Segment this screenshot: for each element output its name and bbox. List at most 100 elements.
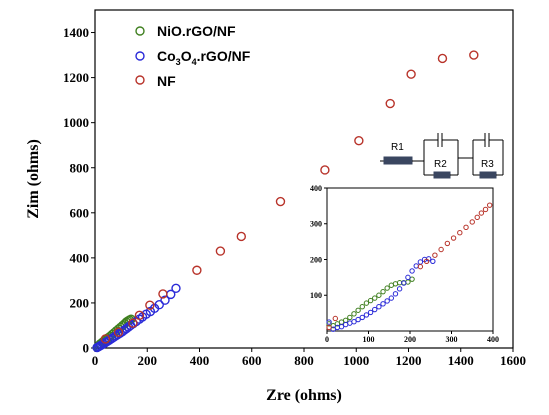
inset-point-nf (332, 315, 338, 322)
y-tick-label: 400 (70, 250, 90, 265)
inset-point-nf (457, 229, 463, 236)
inset-point-nio-rgo-nf (355, 307, 361, 313)
inset-x-tick-label: 300 (446, 335, 458, 344)
main-data-points (92, 50, 479, 353)
x-axis-label: Zre (ohms) (266, 387, 342, 404)
point-nf (385, 98, 395, 109)
inset-point-nf (478, 210, 485, 216)
resistor-r1 (383, 156, 413, 165)
resistor-r3 (479, 171, 497, 179)
circuit-label-r3: R3 (481, 159, 494, 170)
inset-point-nf (326, 324, 332, 331)
x-tick-label: 400 (190, 353, 210, 368)
point-nf (275, 196, 286, 207)
point-nf (100, 334, 111, 344)
x-tick-label: 1000 (343, 353, 369, 368)
inset-y-tick-label: 400 (310, 184, 322, 193)
x-tick-label: 600 (242, 353, 262, 368)
inset-y-ticks: 100 200 300 400 (310, 184, 327, 300)
legend-marker-nio (135, 26, 145, 36)
inset-point-nio-rgo-nf (367, 297, 374, 304)
point-nf (215, 246, 226, 256)
inset-point-nf (486, 202, 493, 208)
resistor-r2 (433, 171, 451, 179)
point-nf (354, 135, 364, 146)
inset-x-tick-label: 200 (404, 335, 416, 344)
inset-y-tick-label: 200 (310, 255, 322, 264)
point-nf (236, 231, 247, 242)
y-tick-label: 0 (83, 341, 90, 356)
circuit-label-r1: R1 (391, 142, 404, 153)
y-tick-label: 1000 (63, 115, 89, 130)
inset-x-tick-label: 400 (487, 335, 499, 344)
inset-point-nf (432, 252, 438, 258)
inset-point-nf (423, 258, 430, 264)
inset-point-nio-rgo-nf (372, 295, 378, 301)
inset-point-nio-rgo-nf (347, 314, 353, 321)
inset-point-nio-rgo-nf (363, 300, 370, 306)
point-nf (158, 289, 168, 299)
point-co3o4-rgo-nf (154, 300, 164, 310)
legend-label-co3o4: Co3O4.rGO/NF (157, 48, 251, 67)
point-co3o4-rgo-nf (171, 283, 181, 293)
point-nf (134, 310, 145, 321)
inset-y-tick-label: 300 (310, 220, 322, 229)
inset-x-tick-label: 100 (363, 335, 375, 344)
y-tick-label: 600 (70, 205, 90, 220)
point-nf (192, 265, 202, 275)
inset-point-co3o4-rgo-nf (363, 312, 370, 318)
inset-point-nf (444, 240, 451, 247)
x-tick-label: 1400 (448, 353, 474, 368)
inset-point-co3o4-rgo-nf (326, 319, 332, 325)
inset-point-co3o4-rgo-nf (367, 309, 374, 316)
y-axis-ticks: 0 200 400 600 800 1000 1200 1400 (63, 25, 95, 356)
point-nf (128, 318, 138, 328)
inset-point-co3o4-rgo-nf (409, 268, 415, 274)
circuit-label-r2: R2 (434, 159, 447, 170)
inset-point-co3o4-rgo-nf (380, 301, 386, 307)
point-nf (469, 50, 479, 60)
inset-point-nf (463, 224, 469, 231)
inset-point-co3o4-rgo-nf (384, 298, 390, 304)
inset-y-tick-label: 100 (310, 291, 322, 300)
x-tick-label: 1600 (500, 353, 526, 368)
inset-point-co3o4-rgo-nf (338, 324, 345, 330)
inset-point-nio-rgo-nf (359, 303, 365, 310)
inset-point-co3o4-rgo-nf (359, 314, 365, 321)
inset-point-nf (482, 206, 489, 213)
inset-point-nio-rgo-nf (384, 285, 390, 291)
inset-point-co3o4-rgo-nf (388, 295, 395, 301)
inset-point-nf (450, 235, 457, 241)
x-tick-label: 200 (138, 353, 158, 368)
inset-point-co3o4-rgo-nf (430, 258, 436, 264)
x-tick-label: 0 (92, 353, 99, 368)
inset-point-co3o4-rgo-nf (376, 303, 382, 310)
legend-marker-co3o4 (135, 51, 145, 61)
legend-label-nf: NF (157, 73, 176, 89)
point-nf (320, 165, 330, 175)
x-tick-label: 1200 (396, 353, 422, 368)
y-axis-label: Zim (ohms) (25, 139, 42, 219)
inset-x-ticks: 0 100 200 300 400 (325, 331, 499, 344)
inset-point-nf (417, 263, 424, 270)
legend-marker-nf (135, 75, 145, 85)
inset-data-points (326, 202, 493, 332)
legend-label-nio: NiO.rGO/NF (157, 23, 236, 39)
inset-point-co3o4-rgo-nf (351, 319, 357, 325)
y-tick-label: 1400 (63, 25, 89, 40)
inset-point-co3o4-rgo-nf (355, 316, 361, 323)
point-nf (113, 327, 124, 337)
inset-point-nf (438, 246, 444, 253)
inset-point-nio-rgo-nf (351, 311, 357, 317)
inset-point-nio-rgo-nf (380, 288, 386, 295)
point-nf (437, 53, 448, 64)
inset-point-co3o4-rgo-nf (401, 280, 407, 286)
inset-point-nf (474, 214, 480, 221)
inset-x-tick-label: 0 (325, 335, 329, 344)
y-tick-label: 200 (70, 295, 90, 310)
inset-point-nio-rgo-nf (376, 292, 382, 298)
legend: NiO.rGO/NF Co3O4.rGO/NF NF (135, 23, 251, 89)
inset-plot-area (326, 187, 494, 332)
inset-point-nf (469, 219, 475, 225)
